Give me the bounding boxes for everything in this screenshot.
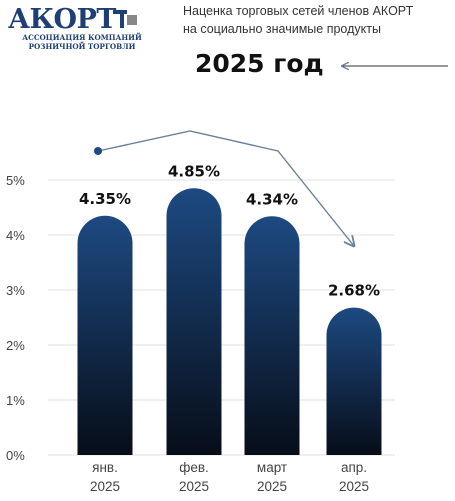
chart-subtitle: Наценка торговых сетей членов АКОРТ на с… [183,2,453,38]
x-tick-label: янв. [92,460,118,475]
subtitle-line2: на социально значимые продукты [183,22,381,36]
trend-start-dot [94,147,102,155]
x-tick-label: 2025 [179,479,209,494]
bar [244,216,300,455]
x-tick-label: 2025 [90,479,120,494]
logo-wordmark: АКОРТ [8,4,116,35]
bar-value-label: 4.34% [246,190,298,208]
subtitle-line1: Наценка торговых сетей членов АКОРТ [183,4,414,18]
trend-arrow [97,130,354,246]
bar [77,215,133,455]
x-tick-label: 2025 [257,479,287,494]
logo-subtitle-line2: РОЗНИЧНОЙ ТОРГОВЛИ [28,42,136,51]
y-tick-label: 4% [6,228,25,243]
bar-value-label: 4.35% [79,190,131,208]
y-tick-label: 5% [6,173,25,188]
bar-value-label: 2.68% [328,282,380,300]
logo-subtitle: АССОЦИАЦИЯ КОМПАНИЙ РОЗНИЧНОЙ ТОРГОВЛИ [22,33,142,51]
bar-value-label: 4.85% [168,162,220,180]
y-tick-label: 1% [6,393,25,408]
bar [326,307,382,455]
y-tick-label: 0% [6,448,25,463]
akort-logo: АКОРТ АССОЦИАЦИЯ КОМПАНИЙ РОЗНИЧНОЙ ТОРГ… [8,4,148,56]
year-title: 2025 год [195,49,324,78]
logo-subtitle-line1: АССОЦИАЦИЯ КОМПАНИЙ [22,33,142,42]
x-tick-label: март [257,460,287,475]
y-tick-label: 3% [6,283,25,298]
logo-square-icon [113,10,137,28]
y-tick-label: 2% [6,338,25,353]
bar [166,188,222,455]
x-tick-label: апр. [341,460,367,475]
x-tick-label: 2025 [339,479,369,494]
x-tick-label: фев. [179,460,209,475]
